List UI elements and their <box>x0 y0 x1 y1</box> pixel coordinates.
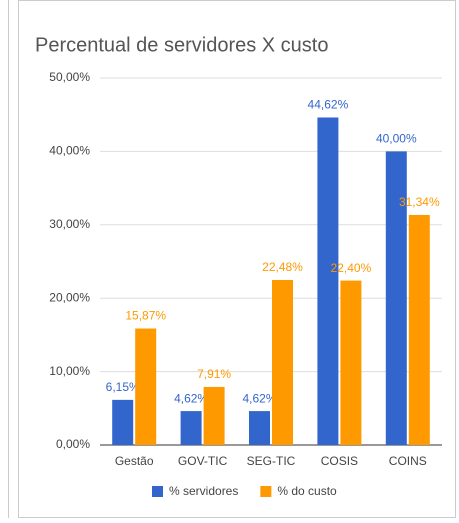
bar <box>249 411 270 445</box>
x-tick-label: COSIS <box>321 454 358 468</box>
bar <box>408 214 430 445</box>
data-label: 7,91% <box>197 367 231 381</box>
y-tick-label: 20,00% <box>49 290 90 304</box>
bar <box>135 328 157 445</box>
x-tick-label: SEG-TIC <box>247 454 296 468</box>
legend-label: % do custo <box>277 484 337 498</box>
bar <box>385 151 407 445</box>
bar <box>112 399 134 445</box>
x-tick-label: COINS <box>389 454 427 468</box>
bar <box>317 117 339 445</box>
x-tick-label: GOV-TIC <box>178 454 228 468</box>
legend-label: % servidores <box>169 484 238 498</box>
data-label: 44,62% <box>308 98 349 112</box>
legend-swatch <box>260 486 272 497</box>
chart-card <box>18 0 456 518</box>
bar <box>180 411 202 445</box>
y-tick-label: 10,00% <box>49 364 90 378</box>
bar <box>203 386 225 445</box>
chart-title: Percentual de servidores X custo <box>35 34 329 56</box>
data-label: 4,62% <box>174 391 208 405</box>
data-label: 22,48% <box>262 260 303 274</box>
data-label: 6,15% <box>106 380 140 394</box>
data-label: 31,34% <box>399 195 440 209</box>
data-label: 15,87% <box>125 309 166 323</box>
data-label: 22,40% <box>331 261 372 275</box>
y-tick-label: 40,00% <box>49 144 90 158</box>
data-label: 4,62% <box>242 391 276 405</box>
bar <box>272 279 293 445</box>
data-label: 40,00% <box>376 132 417 146</box>
legend-swatch <box>152 486 163 497</box>
y-tick-label: 0,00% <box>56 437 90 451</box>
bar <box>340 280 362 445</box>
y-tick-label: 50,00% <box>49 70 90 84</box>
x-tick-label: Gestão <box>115 454 154 468</box>
y-tick-label: 30,00% <box>49 217 90 231</box>
